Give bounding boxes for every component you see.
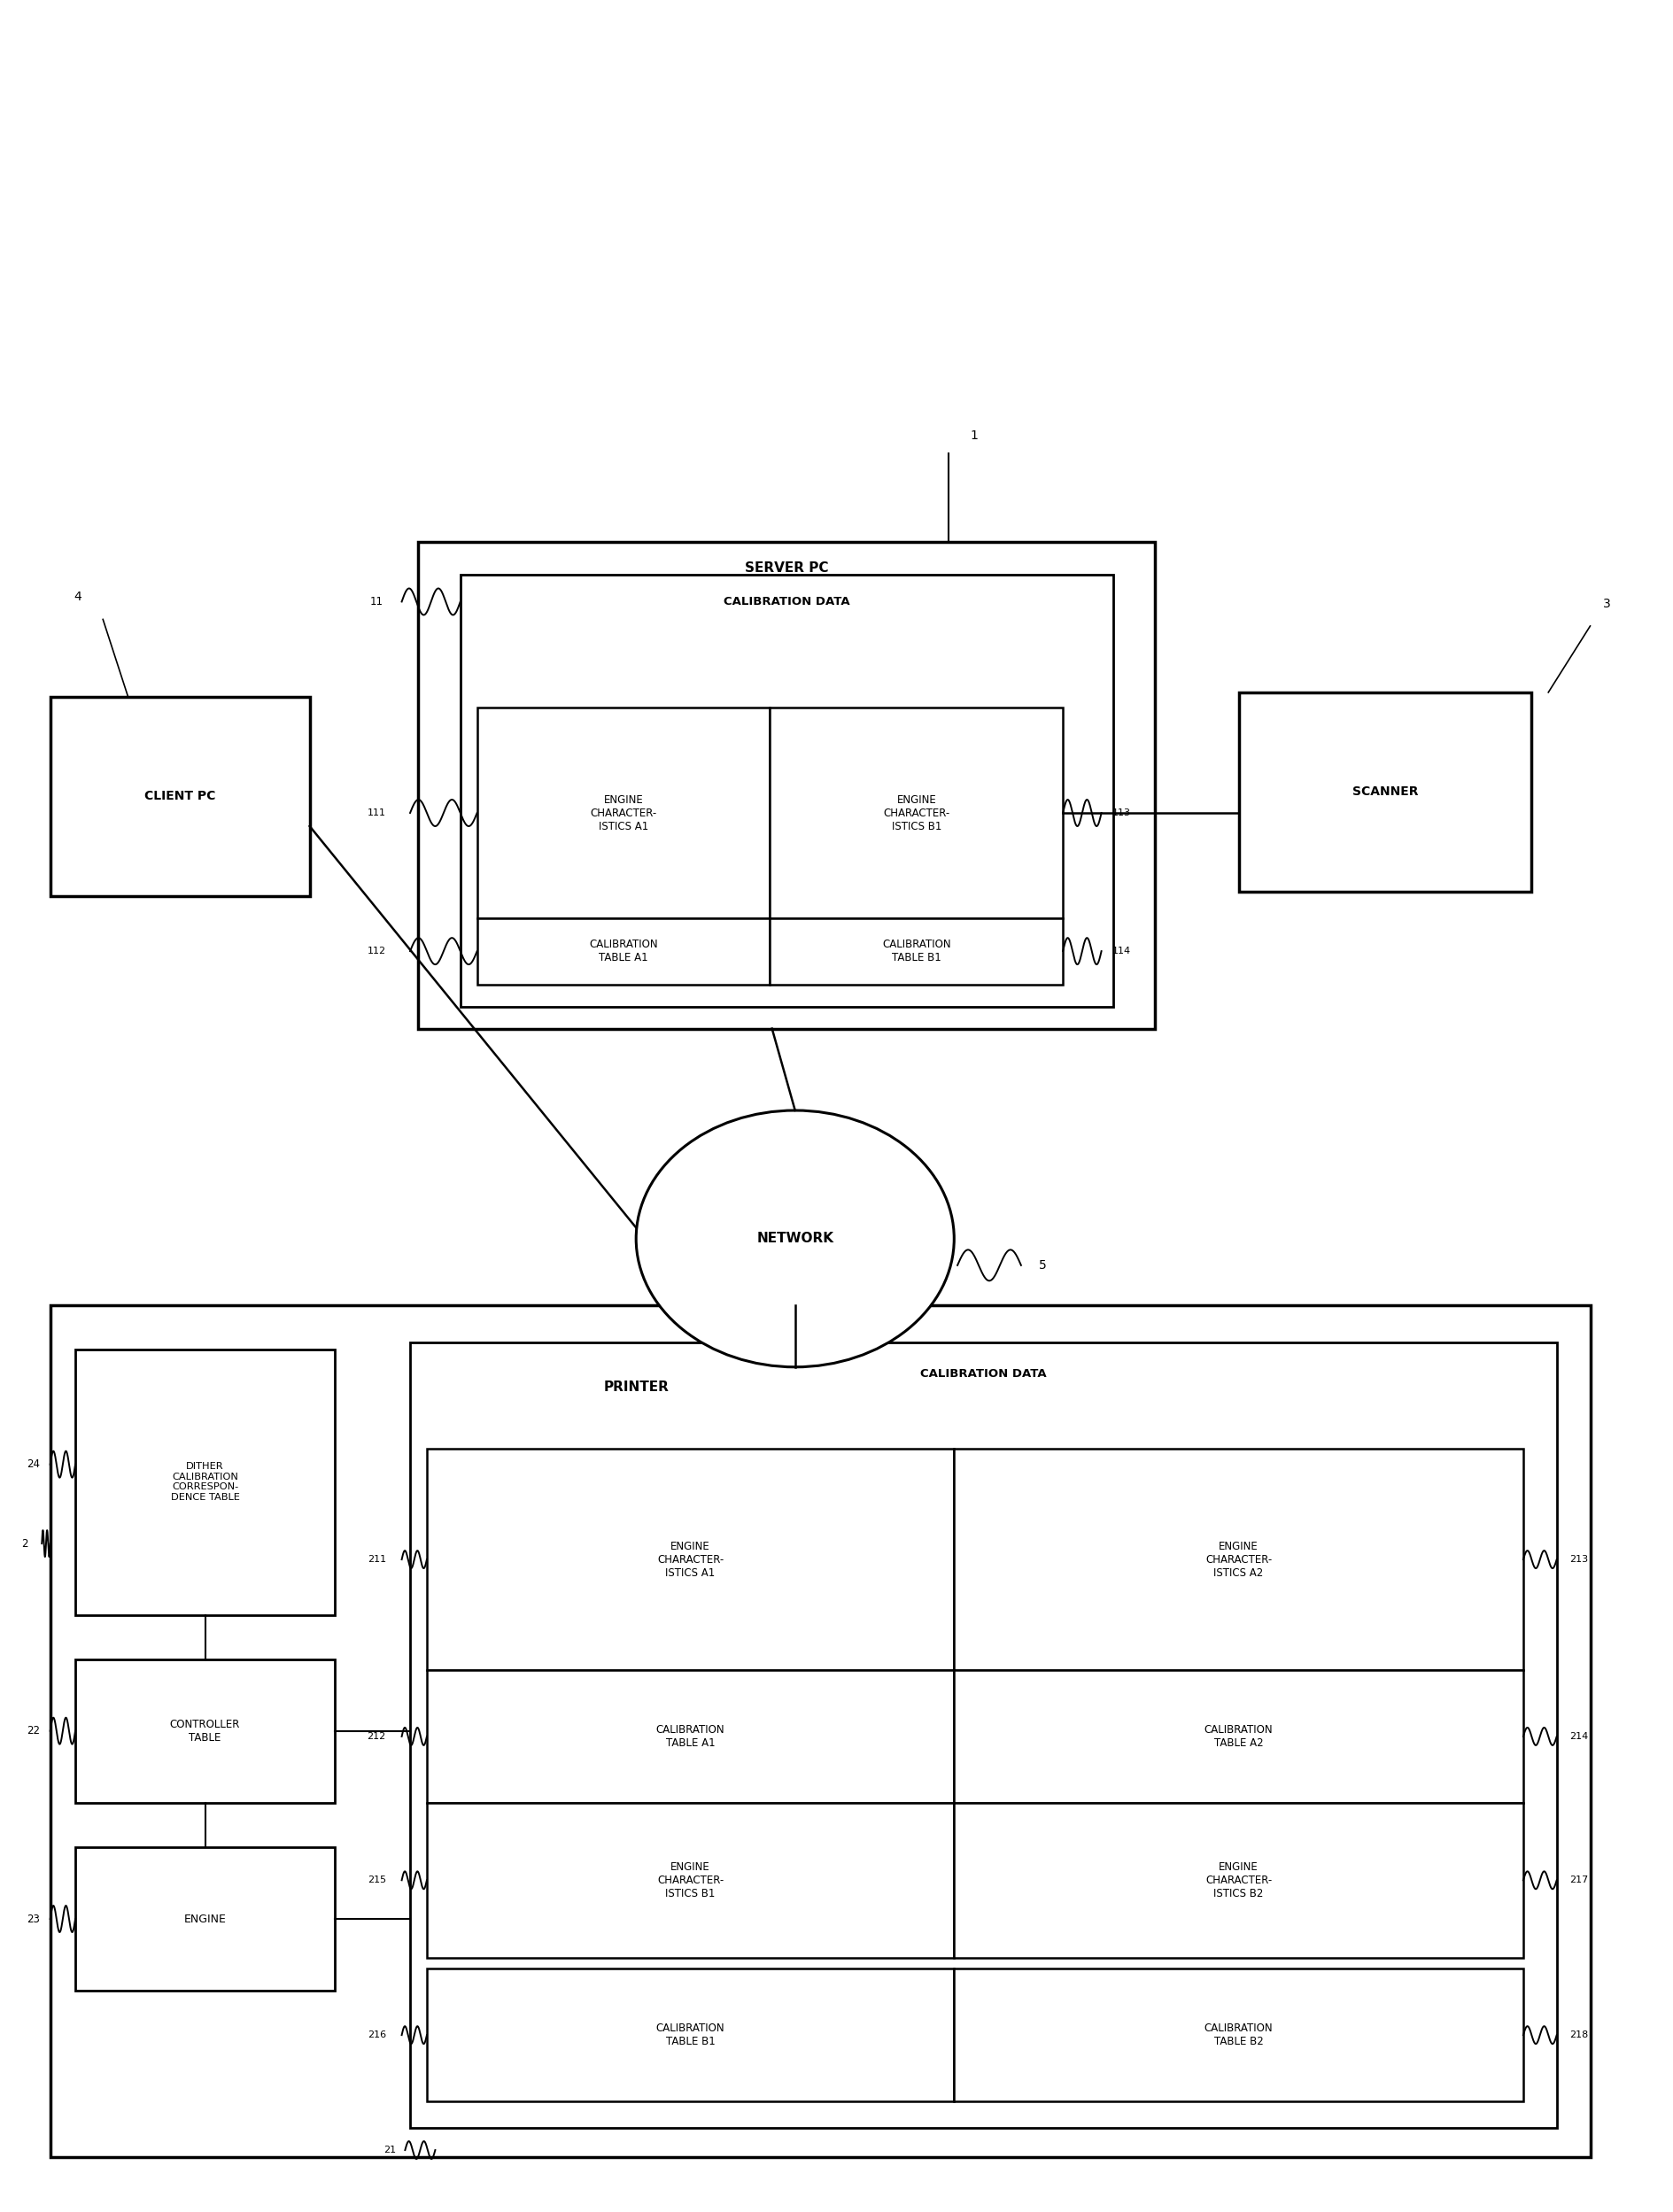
Bar (954, 1449, 1522, 1670)
Text: ENGINE
CHARACTER-
ISTICS A2: ENGINE CHARACTER- ISTICS A2 (1205, 1540, 1271, 1579)
Text: CALIBRATION DATA: CALIBRATION DATA (723, 595, 850, 608)
Text: NETWORK: NETWORK (756, 1232, 833, 1245)
Text: DITHER
CALIBRATION
CORRESPON-
DENCE TABLE: DITHER CALIBRATION CORRESPON- DENCE TABL… (171, 1462, 239, 1502)
Text: 114: 114 (1111, 947, 1131, 956)
Bar (50, 697, 310, 896)
Text: 23: 23 (27, 1913, 40, 1924)
Text: 2: 2 (22, 1537, 28, 1548)
Bar (954, 1670, 1522, 1803)
Text: PRINTER: PRINTER (602, 1380, 669, 1394)
Text: 112: 112 (366, 947, 386, 956)
Bar (410, 1343, 1556, 2128)
Bar (50, 1305, 1589, 2157)
Text: SERVER PC: SERVER PC (744, 562, 828, 575)
Text: 216: 216 (366, 2031, 386, 2039)
Text: CONTROLLER
TABLE: CONTROLLER TABLE (171, 1719, 239, 1743)
Text: CALIBRATION
TABLE A2: CALIBRATION TABLE A2 (1203, 1723, 1273, 1750)
Text: 3: 3 (1603, 597, 1609, 611)
Text: 218: 218 (1568, 2031, 1588, 2039)
Text: CALIBRATION
TABLE B2: CALIBRATION TABLE B2 (1203, 2022, 1273, 2048)
Text: ENGINE
CHARACTER-
ISTICS B1: ENGINE CHARACTER- ISTICS B1 (883, 794, 949, 832)
Bar (477, 708, 770, 918)
Bar (75, 1349, 335, 1615)
Text: ENGINE
CHARACTER-
ISTICS A1: ENGINE CHARACTER- ISTICS A1 (657, 1540, 723, 1579)
Text: ENGINE
CHARACTER-
ISTICS B1: ENGINE CHARACTER- ISTICS B1 (657, 1860, 723, 1900)
Text: CALIBRATION
TABLE A1: CALIBRATION TABLE A1 (656, 1723, 724, 1750)
Text: 215: 215 (366, 1876, 386, 1885)
Text: 113: 113 (1111, 807, 1131, 818)
Bar (954, 1803, 1522, 1958)
Bar (75, 1659, 335, 1803)
Text: 5: 5 (1039, 1259, 1046, 1272)
Text: CALIBRATION
TABLE B1: CALIBRATION TABLE B1 (882, 938, 950, 964)
Bar (427, 1670, 954, 1803)
Bar (427, 1449, 954, 1670)
Bar (75, 1847, 335, 1991)
Text: 212: 212 (366, 1732, 386, 1741)
Text: 213: 213 (1568, 1555, 1588, 1564)
Ellipse shape (636, 1110, 954, 1367)
Text: 22: 22 (27, 1725, 40, 1736)
Text: ENGINE
CHARACTER-
ISTICS B2: ENGINE CHARACTER- ISTICS B2 (1205, 1860, 1271, 1900)
Text: 11: 11 (370, 595, 383, 608)
Text: ENGINE: ENGINE (184, 1913, 226, 1924)
Bar (770, 918, 1062, 984)
Bar (770, 708, 1062, 918)
Bar (460, 575, 1113, 1006)
Text: 214: 214 (1568, 1732, 1588, 1741)
Bar (477, 918, 770, 984)
Text: 211: 211 (366, 1555, 386, 1564)
Text: CALIBRATION DATA: CALIBRATION DATA (920, 1367, 1046, 1380)
Bar (427, 1969, 954, 2101)
Text: 111: 111 (366, 807, 386, 818)
Text: CLIENT PC: CLIENT PC (144, 790, 216, 803)
Text: 24: 24 (27, 1458, 40, 1471)
Text: 217: 217 (1568, 1876, 1588, 1885)
Text: ENGINE
CHARACTER-
ISTICS A1: ENGINE CHARACTER- ISTICS A1 (591, 794, 656, 832)
Bar (427, 1803, 954, 1958)
Text: 1: 1 (969, 429, 977, 442)
Bar (1238, 692, 1531, 891)
Text: SCANNER: SCANNER (1352, 785, 1417, 799)
Text: CALIBRATION
TABLE B1: CALIBRATION TABLE B1 (656, 2022, 724, 2048)
Bar (954, 1969, 1522, 2101)
Text: CALIBRATION
TABLE A1: CALIBRATION TABLE A1 (589, 938, 657, 964)
Text: 4: 4 (74, 591, 82, 604)
Text: 21: 21 (383, 2146, 397, 2154)
Bar (418, 542, 1154, 1029)
